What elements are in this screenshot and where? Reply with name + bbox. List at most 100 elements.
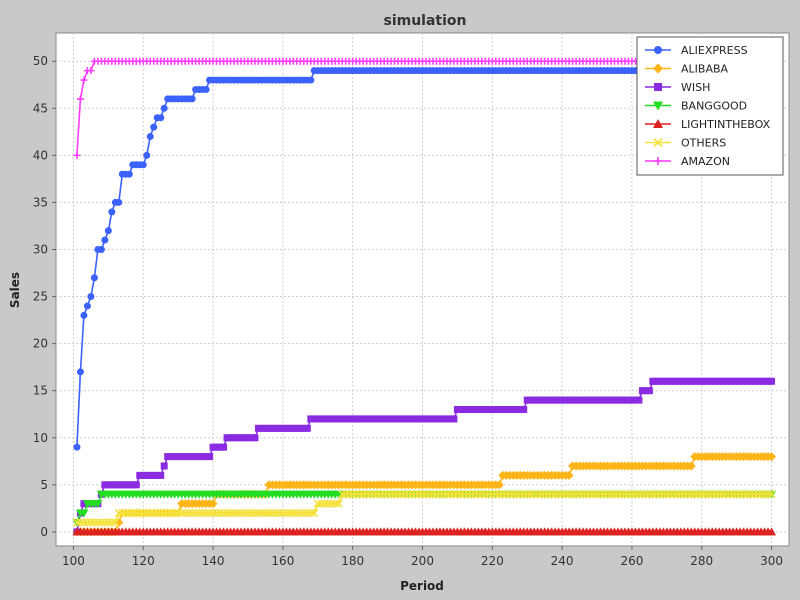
- data-point-others: [205, 508, 214, 518]
- data-point-others: [282, 508, 291, 518]
- data-point-others: [502, 490, 511, 499]
- data-point-others: [362, 490, 371, 499]
- data-point-others: [613, 490, 623, 499]
- data-point-others: [320, 499, 329, 508]
- data-point-others: [519, 490, 528, 499]
- legend-entry-lightinthebox: LIGHTINTHEBOX: [645, 118, 771, 131]
- data-point-wish: [157, 471, 165, 479]
- data-point-others: [495, 490, 504, 499]
- data-point-others: [418, 490, 427, 499]
- data-point-others: [575, 490, 584, 499]
- x-tick-label: 100: [62, 554, 85, 568]
- data-point-others: [128, 508, 137, 518]
- legend-entry-aliexpress: ALIEXPRESS: [645, 44, 748, 57]
- data-point-others: [184, 508, 193, 518]
- data-point-alibaba: [494, 480, 504, 490]
- data-point-others: [261, 508, 270, 518]
- data-point-aliexpress: [143, 151, 151, 159]
- data-point-others: [753, 490, 762, 499]
- x-tick-label: 200: [411, 554, 434, 568]
- data-point-aliexpress: [115, 198, 123, 206]
- data-point-others: [634, 490, 643, 499]
- data-point-wish: [160, 462, 168, 470]
- legend-label-wish: WISH: [681, 81, 710, 94]
- data-point-others: [690, 490, 699, 499]
- data-point-others: [195, 508, 204, 518]
- data-point-others: [369, 490, 378, 499]
- y-tick-label: 50: [33, 54, 48, 68]
- data-point-others: [285, 508, 294, 518]
- data-point-others: [292, 508, 301, 518]
- data-point-others: [236, 508, 246, 518]
- data-point-others: [578, 490, 588, 499]
- data-point-others: [334, 499, 343, 508]
- x-tick-label: 260: [620, 554, 643, 568]
- data-point-wish: [220, 443, 228, 451]
- data-point-others: [763, 490, 773, 499]
- data-point-others: [641, 490, 650, 499]
- legend-label-lightinthebox: LIGHTINTHEBOX: [681, 118, 771, 131]
- data-point-others: [425, 490, 434, 499]
- data-point-others: [268, 508, 277, 518]
- data-point-others: [348, 490, 357, 499]
- data-point-others: [645, 490, 654, 499]
- y-tick-label: 5: [40, 478, 48, 492]
- data-point-others: [498, 490, 507, 499]
- data-point-others: [209, 508, 218, 518]
- y-tick-label: 30: [33, 242, 48, 256]
- data-point-others: [198, 508, 207, 518]
- data-point-others: [421, 490, 431, 499]
- legend-entry-banggood: BANGGOOD: [645, 100, 747, 113]
- data-point-others: [652, 490, 661, 499]
- data-point-others: [722, 490, 731, 499]
- data-point-others: [428, 490, 438, 499]
- data-point-others: [669, 490, 678, 499]
- data-point-others: [247, 508, 256, 518]
- data-point-wish: [520, 406, 528, 414]
- data-point-others: [90, 518, 99, 527]
- data-point-others: [355, 490, 364, 499]
- legend-label-aliexpress: ALIEXPRESS: [681, 44, 748, 57]
- data-point-others: [558, 490, 567, 499]
- data-point-others: [739, 490, 748, 499]
- legend-marker-others: [653, 137, 663, 148]
- legend-marker-alibaba: [653, 63, 663, 74]
- data-point-aliexpress: [90, 274, 98, 282]
- data-point-others: [331, 499, 340, 508]
- data-point-wish: [635, 396, 643, 404]
- axis-ticks: 100 120 140 160 180 200 220 240 260 280 300 0 5 10 15 2…: [33, 54, 783, 568]
- data-point-others: [390, 490, 399, 499]
- data-point-others: [603, 490, 612, 499]
- data-point-alibaba: [686, 461, 696, 471]
- data-point-others: [624, 490, 633, 499]
- data-point-others: [303, 508, 312, 518]
- data-point-others: [767, 490, 776, 499]
- data-point-others: [153, 508, 162, 518]
- data-point-aliexpress: [150, 123, 158, 131]
- data-point-aliexpress: [73, 443, 81, 451]
- data-point-others: [701, 490, 710, 499]
- data-point-others: [142, 508, 151, 518]
- data-point-others: [289, 508, 298, 518]
- data-point-aliexpress: [202, 85, 210, 93]
- legend-marker-banggood: [653, 101, 663, 111]
- data-point-others: [435, 490, 445, 499]
- data-point-others: [620, 490, 630, 499]
- data-point-others: [233, 508, 242, 518]
- data-point-others: [715, 490, 724, 499]
- data-point-others: [638, 490, 647, 499]
- data-point-others: [606, 490, 616, 499]
- data-point-others: [327, 499, 336, 508]
- data-point-others: [181, 508, 190, 518]
- data-point-banggood: [79, 509, 89, 518]
- data-point-others: [411, 490, 420, 499]
- data-point-others: [139, 508, 148, 518]
- data-point-others: [743, 490, 752, 499]
- data-point-others: [317, 499, 326, 508]
- legend-entry-amazon: AMAZON: [645, 155, 730, 168]
- data-point-others: [537, 490, 546, 499]
- data-point-others: [568, 490, 577, 499]
- data-point-others: [530, 490, 539, 499]
- data-point-wish: [645, 387, 653, 395]
- data-point-aliexpress: [157, 114, 165, 122]
